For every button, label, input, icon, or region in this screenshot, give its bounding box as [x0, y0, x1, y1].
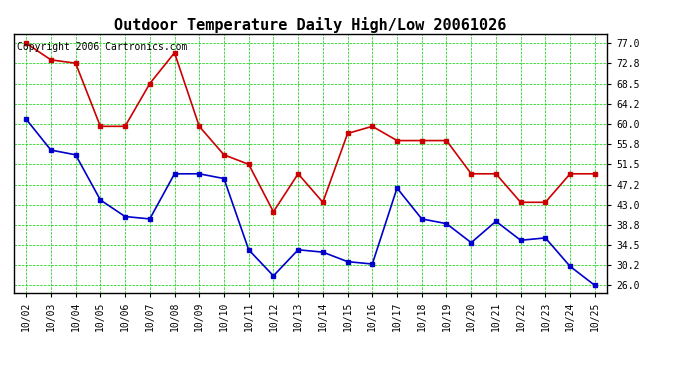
- Text: Copyright 2006 Cartronics.com: Copyright 2006 Cartronics.com: [17, 42, 187, 51]
- Title: Outdoor Temperature Daily High/Low 20061026: Outdoor Temperature Daily High/Low 20061…: [115, 16, 506, 33]
